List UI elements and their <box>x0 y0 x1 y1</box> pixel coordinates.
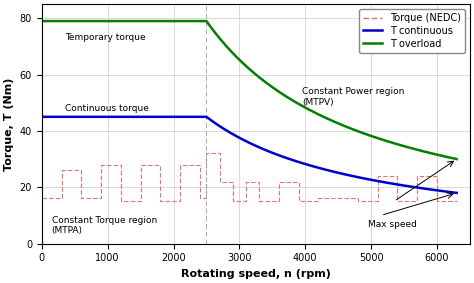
Y-axis label: Torque, T (Nm): Torque, T (Nm) <box>4 77 14 171</box>
Legend: Torque (NEDC), T continuous, T overload: Torque (NEDC), T continuous, T overload <box>359 9 465 53</box>
Text: Constant Torque region
(MTPA): Constant Torque region (MTPA) <box>52 216 157 235</box>
X-axis label: Rotating speed, n (rpm): Rotating speed, n (rpm) <box>181 269 331 279</box>
Text: Temporary torque: Temporary torque <box>65 33 146 42</box>
Text: Continuous torque: Continuous torque <box>65 104 149 113</box>
Text: Max speed: Max speed <box>368 220 417 230</box>
Text: Constant Power region
(MTPV): Constant Power region (MTPV) <box>302 87 404 107</box>
